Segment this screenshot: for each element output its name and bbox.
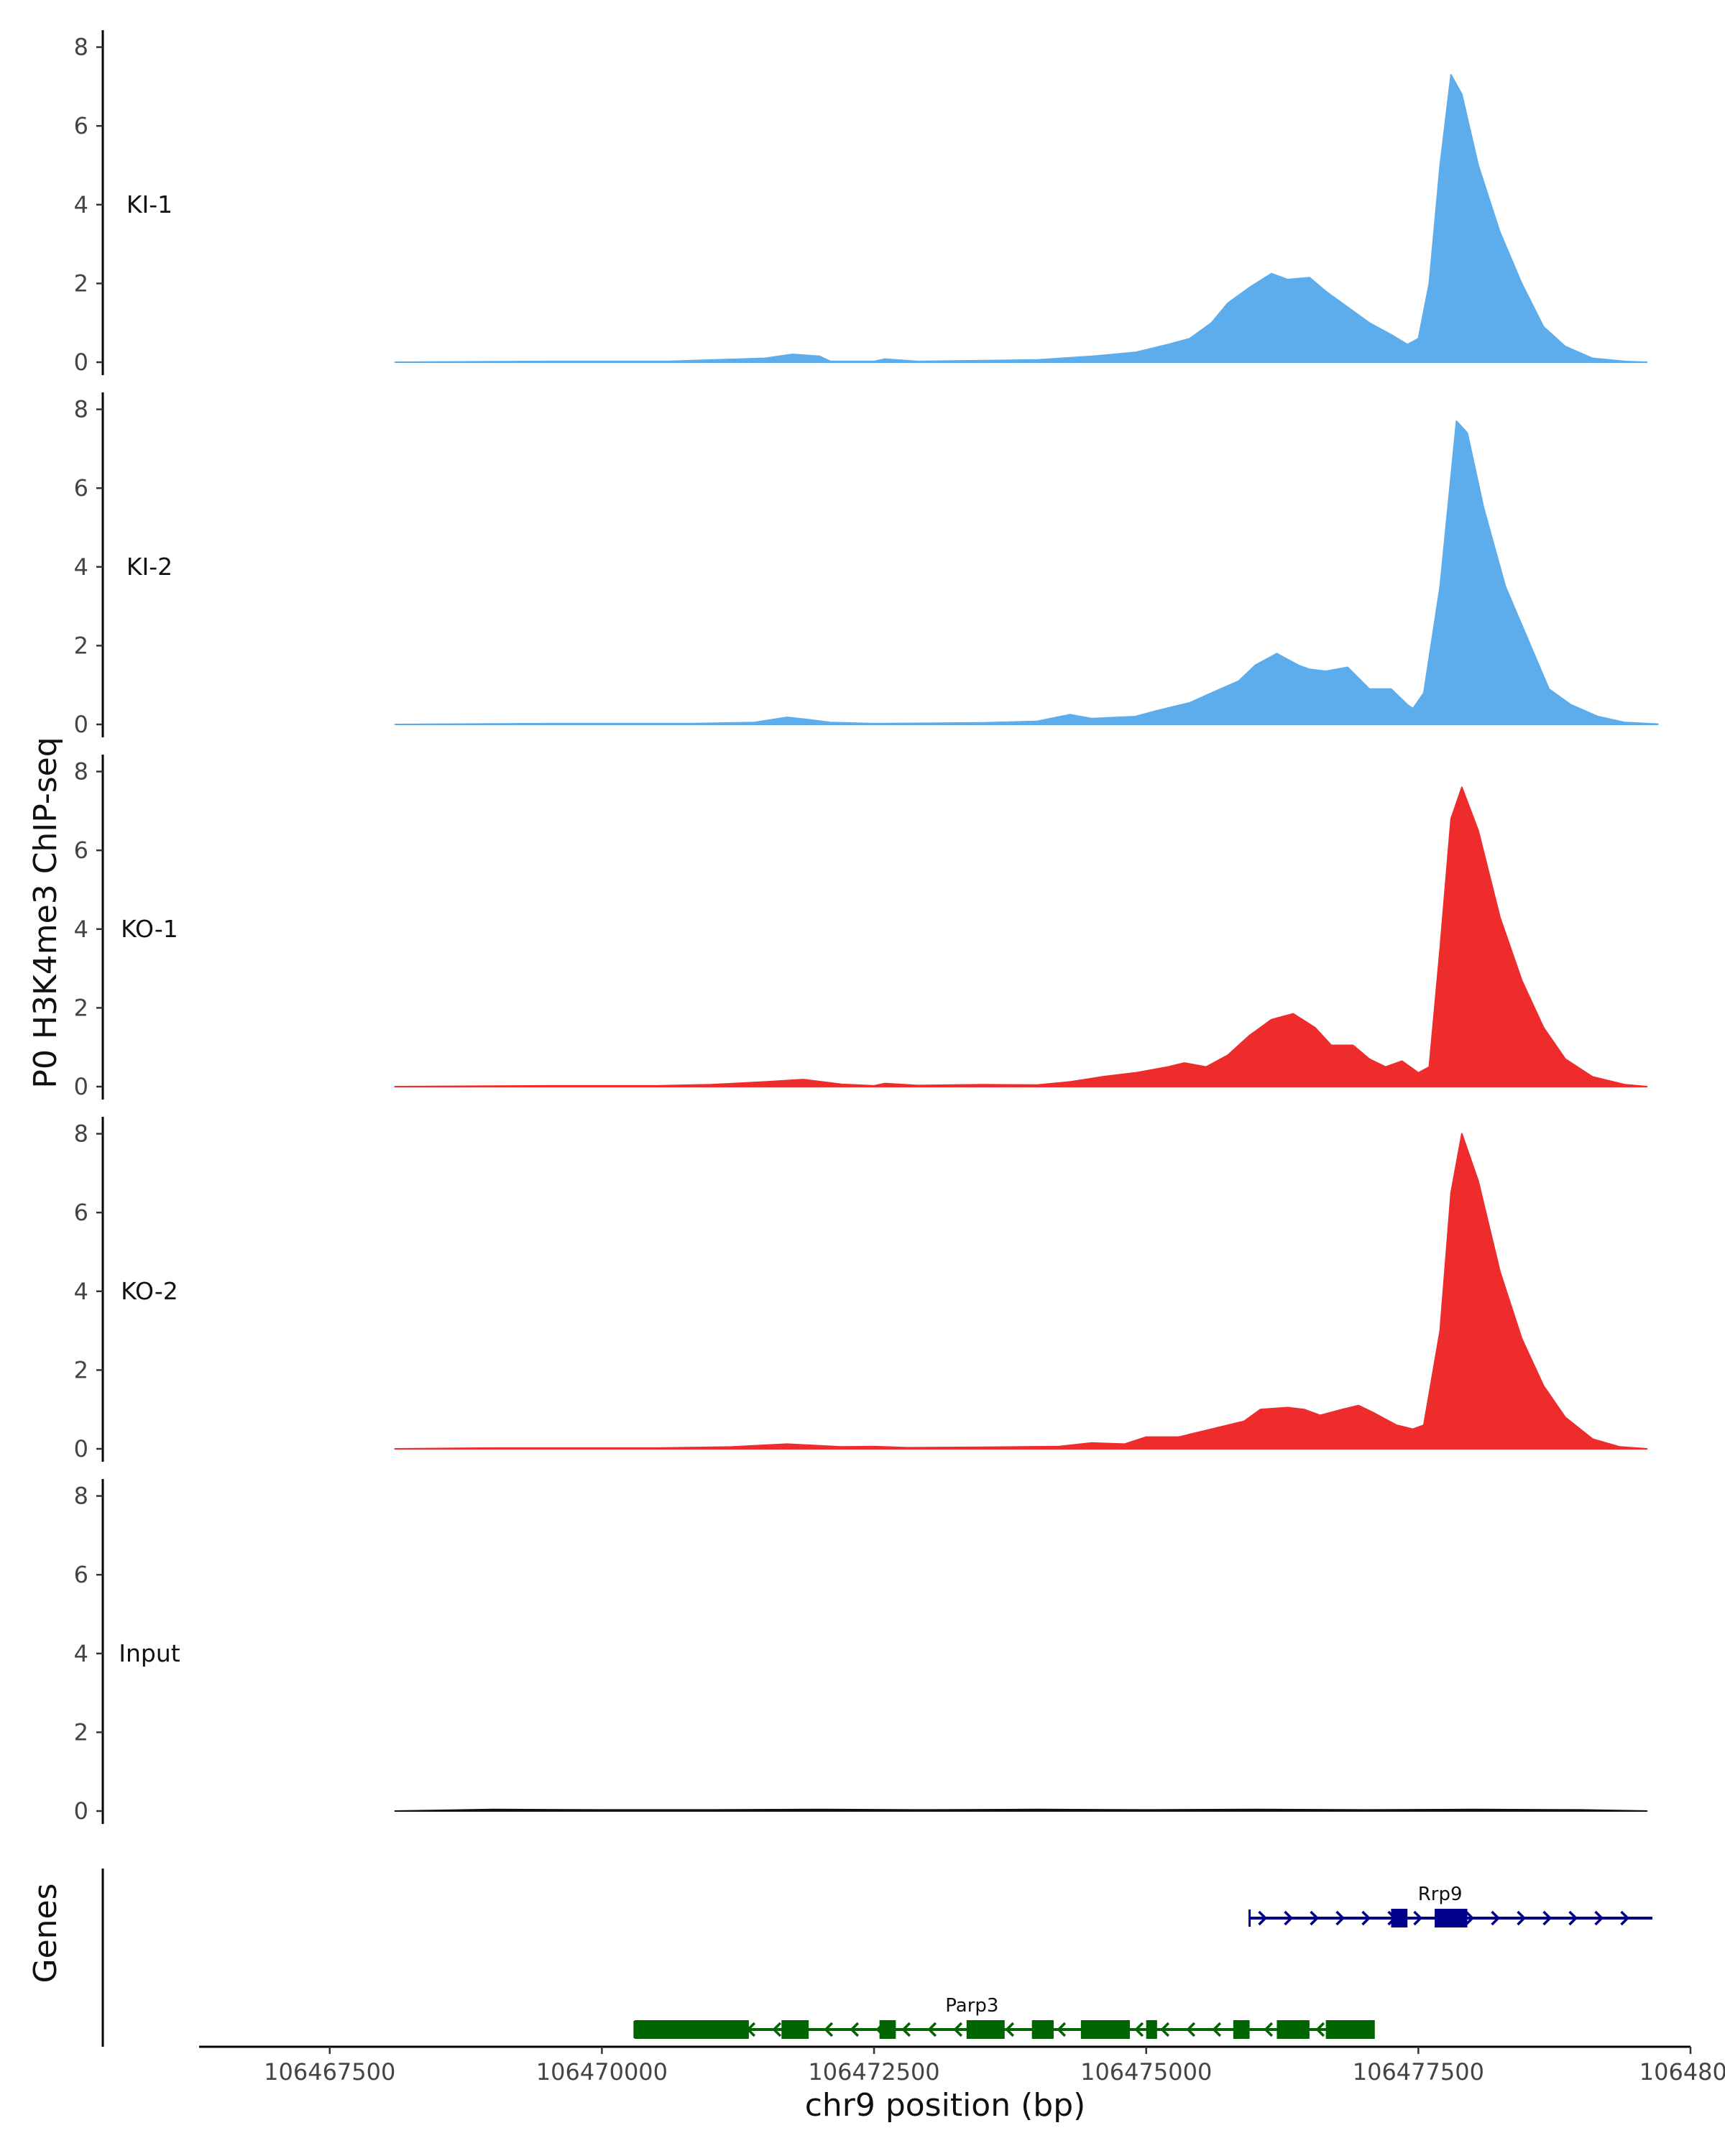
y-tick-label: 4 xyxy=(74,1278,88,1305)
y-tick-label: 0 xyxy=(74,1073,88,1100)
y-tick-label: 6 xyxy=(74,474,88,502)
strand-arrow xyxy=(824,2022,834,2037)
y-axis-title: P0 H3K4me3 ChIP-seq xyxy=(27,737,64,1088)
x-axis: 106467500 106470000 106472500 106475000 1064… xyxy=(199,2045,1725,2086)
y-tick-label: 4 xyxy=(74,553,88,581)
exon xyxy=(1146,2020,1157,2039)
x-tick-label: 106470000 xyxy=(536,2058,668,2086)
exon xyxy=(1233,2020,1250,2039)
y-tick-label: 4 xyxy=(74,916,88,943)
strand-arrow xyxy=(850,2022,860,2037)
strand-arrow xyxy=(901,2022,911,2037)
strand-arrow xyxy=(1310,1910,1320,1926)
track-ko-1: 0 2 4 6 8 KO-1 xyxy=(74,755,1648,1100)
y-tick-label: 8 xyxy=(74,34,88,61)
strand-arrow xyxy=(1160,2022,1170,2037)
gene-parp3: Parp3 xyxy=(633,1995,1375,2039)
track-label: KI-1 xyxy=(126,190,172,218)
exon xyxy=(1391,1909,1408,1927)
track-label: KI-2 xyxy=(126,553,172,581)
signal-area-ki-1 xyxy=(394,74,1648,363)
y-tick-label: 8 xyxy=(74,1483,88,1510)
strand-arrow xyxy=(1594,1910,1604,1926)
y-tick-label: 6 xyxy=(74,1561,88,1588)
x-tick-label: 106475000 xyxy=(1080,2058,1212,2086)
x-tick-label: 106477500 xyxy=(1353,2058,1484,2086)
x-tick-label: 1064800 xyxy=(1639,2058,1725,2086)
exon xyxy=(1325,2020,1375,2039)
strand-arrow xyxy=(1186,2022,1196,2037)
strand-arrow xyxy=(1335,1910,1346,1926)
track-label: Input xyxy=(119,1639,180,1667)
strand-arrow xyxy=(1517,1910,1527,1926)
y-tick-label: 0 xyxy=(74,1797,88,1825)
strand-arrow xyxy=(1258,1910,1268,1926)
strand-arrow xyxy=(1134,2022,1144,2037)
strand-arrow xyxy=(1542,1910,1552,1926)
y-tick-label: 6 xyxy=(74,837,88,864)
track-input: 0 2 4 6 8 Input xyxy=(74,1479,1648,1825)
x-tick-label: 106472500 xyxy=(808,2058,939,2086)
strand-arrow xyxy=(1491,1910,1501,1926)
exon xyxy=(966,2020,1005,2039)
strand-arrow xyxy=(1284,1910,1294,1926)
y-tick-label: 0 xyxy=(74,1435,88,1462)
exon xyxy=(1080,2020,1130,2039)
x-axis-title: chr9 position (bp) xyxy=(805,2087,1086,2124)
gene-label: Rrp9 xyxy=(1418,1884,1463,1905)
strand-arrow xyxy=(1264,2022,1274,2037)
y-tick-label: 4 xyxy=(74,1640,88,1667)
y-tick-label: 2 xyxy=(74,270,88,297)
y-tick-label: 2 xyxy=(74,632,88,659)
strand-arrow xyxy=(953,2022,963,2037)
y-tick-label: 4 xyxy=(74,191,88,218)
strand-arrow xyxy=(1212,2022,1222,2037)
gene-label: Parp3 xyxy=(945,1995,998,2017)
y-tick-label: 2 xyxy=(74,994,88,1021)
y-tick-label: 2 xyxy=(74,1718,88,1746)
signal-tracks: 0 2 4 6 8 KI-1 0 2 4 6 8 KI-2 0 2 4 6 8 KO-1 0 2 4 6 8 KO-2 0 2 4 6… xyxy=(74,30,1659,1825)
y-tick-label: 8 xyxy=(74,758,88,786)
strand-arrow xyxy=(1568,1910,1578,1926)
genes-track-title: Genes xyxy=(27,1883,64,1983)
strand-arrow xyxy=(1413,1910,1423,1926)
exon xyxy=(781,2020,809,2039)
y-tick-label: 0 xyxy=(74,349,88,376)
exon xyxy=(1031,2020,1054,2039)
strand-arrow xyxy=(1315,2022,1325,2037)
x-tick-label: 106467500 xyxy=(264,2058,395,2086)
y-tick-label: 2 xyxy=(74,1356,88,1383)
strand-arrow xyxy=(1465,1910,1475,1926)
y-tick-label: 0 xyxy=(74,711,88,738)
track-label: KO-2 xyxy=(121,1277,178,1305)
exon xyxy=(1435,1909,1468,1927)
signal-area-ko-1 xyxy=(394,786,1648,1087)
y-tick-label: 6 xyxy=(74,112,88,139)
exon xyxy=(1276,2020,1310,2039)
y-tick-label: 6 xyxy=(74,1199,88,1226)
strand-arrow xyxy=(1361,1910,1371,1926)
signal-area-ko-2 xyxy=(394,1133,1648,1450)
track-ko-2: 0 2 4 6 8 KO-2 xyxy=(74,1117,1648,1462)
genes-track: Rrp9 Parp3 xyxy=(101,1869,1652,2047)
y-tick-label: 8 xyxy=(74,396,88,423)
strand-arrow xyxy=(1620,1910,1630,1926)
strand-arrow xyxy=(927,2022,937,2037)
signal-area-ki-2 xyxy=(394,420,1659,725)
track-label: KO-1 xyxy=(121,915,178,943)
y-tick-label: 8 xyxy=(74,1120,88,1148)
strand-arrow xyxy=(772,2022,782,2037)
exon xyxy=(634,2020,749,2039)
exon xyxy=(879,2020,896,2039)
strand-arrow xyxy=(1005,2022,1015,2037)
track-ki-2: 0 2 4 6 8 KI-2 xyxy=(74,392,1659,738)
track-ki-1: 0 2 4 6 8 KI-1 xyxy=(74,30,1648,376)
gene-rrp9: Rrp9 xyxy=(1248,1884,1652,1927)
strand-arrow xyxy=(1057,2022,1067,2037)
